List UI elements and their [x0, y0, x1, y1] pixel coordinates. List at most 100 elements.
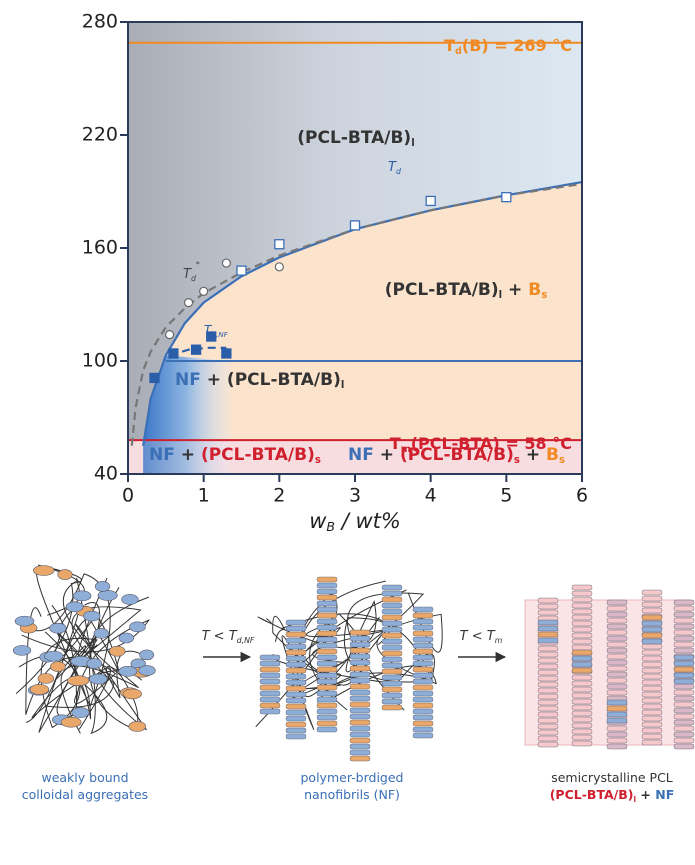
fibril-disc	[349, 629, 371, 636]
text-part: +	[175, 445, 201, 465]
fibril-disc	[673, 725, 695, 732]
fibril-disc	[259, 696, 281, 703]
polymer-chain	[74, 596, 149, 731]
annotation: NF + (PCL-BTA/B)s + Bs	[348, 445, 565, 466]
fibril-disc	[349, 707, 371, 714]
point	[199, 286, 209, 296]
fibril-disc	[412, 630, 434, 637]
aggregate	[108, 645, 126, 657]
x-tick-label: 5	[500, 485, 512, 507]
fibril-disc	[316, 654, 338, 661]
aggregate	[14, 615, 35, 627]
fibril-disc	[537, 669, 559, 676]
fibril-disc	[316, 660, 338, 667]
fibril-disc	[571, 626, 593, 633]
polymer-chain	[76, 577, 111, 735]
fibril-disc	[316, 678, 338, 685]
fibril-disc	[412, 648, 434, 655]
fibril-disc	[285, 697, 307, 704]
fibril-disc	[641, 733, 663, 740]
fibril-disc	[285, 703, 307, 710]
caption: (PCL-BTA/B)l + NF	[550, 787, 675, 805]
fibril-disc	[412, 666, 434, 673]
fibril-disc	[606, 689, 628, 696]
fibril-disc	[349, 713, 371, 720]
fibril-disc	[537, 597, 559, 604]
fibril-disc	[606, 731, 628, 738]
x-tick-label: 2	[273, 485, 285, 507]
fibril-disc	[641, 703, 663, 710]
fibril-disc	[571, 614, 593, 621]
fibril-disc	[641, 673, 663, 680]
fibril-disc	[316, 582, 338, 589]
y-tick-label: 40	[94, 463, 118, 485]
polymer-chain	[257, 599, 382, 673]
fibril-disc	[537, 631, 559, 638]
fibril-disc	[571, 740, 593, 747]
text-part: +	[520, 445, 546, 465]
fibril-disc	[381, 590, 403, 597]
text-part: (PCL-BTA/B)	[297, 128, 411, 148]
fibril-disc	[285, 673, 307, 680]
aggregate	[71, 707, 90, 718]
annotation: (PCL-BTA/B)l + Bs	[385, 280, 548, 301]
fibril-disc	[381, 686, 403, 693]
fibril-disc	[259, 690, 281, 697]
y-tick-label: 100	[82, 350, 118, 372]
aggregate	[83, 610, 101, 622]
fibril-disc	[571, 632, 593, 639]
fibril-disc	[673, 683, 695, 690]
fibril-disc	[381, 620, 403, 627]
fibril-disc	[641, 721, 663, 728]
fibril-disc	[412, 606, 434, 613]
fibril-disc	[571, 584, 593, 591]
text-part: (PCL-BTA/B)	[385, 280, 499, 300]
aggregate	[72, 590, 92, 602]
fibril-disc	[641, 667, 663, 674]
fibril-disc	[571, 638, 593, 645]
text-part: weakly bound	[41, 770, 128, 785]
x-axis-label: wB / wt%	[309, 509, 401, 534]
fibril-disc	[412, 642, 434, 649]
x-tick-label: 3	[349, 485, 361, 507]
fibril-disc	[537, 637, 559, 644]
point	[221, 258, 231, 268]
fibril-disc	[537, 657, 559, 664]
fibril-disc	[316, 576, 338, 583]
fibril-disc	[673, 731, 695, 738]
fibril-disc	[537, 705, 559, 712]
fibril-disc	[537, 717, 559, 724]
fibril-disc	[641, 626, 663, 633]
fibril-disc	[316, 630, 338, 637]
aggregate	[97, 590, 118, 601]
fibril-disc	[537, 619, 559, 626]
fibril-disc	[537, 741, 559, 748]
aggregate	[138, 665, 156, 676]
fibril-disc	[641, 691, 663, 698]
fibril-disc	[641, 715, 663, 722]
x-tick-label: 6	[576, 485, 588, 507]
fibril-disc	[571, 661, 593, 668]
aggregate	[60, 716, 82, 728]
aggregate	[93, 628, 109, 639]
annotation: NF + (PCL-BTA/B)l	[175, 370, 344, 391]
fibril-disc	[537, 651, 559, 658]
point	[165, 330, 175, 340]
text-part: (B) = 269 °C	[462, 36, 572, 55]
fibril-disc	[571, 716, 593, 723]
text-part: w	[309, 509, 327, 533]
text-part: NF	[175, 370, 201, 390]
fibril-disc	[381, 584, 403, 591]
subscript: d,NF	[237, 636, 255, 645]
text-part: +	[502, 280, 528, 300]
text-part: T	[390, 434, 401, 453]
text-part: B	[528, 280, 541, 300]
fibril-disc	[606, 705, 628, 712]
fibril-disc	[316, 600, 338, 607]
fibril-disc	[349, 671, 371, 678]
polymer-chain	[60, 650, 152, 734]
text-part: NF	[378, 787, 395, 802]
text-part: (PCL-BTA/B)	[550, 787, 634, 802]
aggregate	[94, 581, 111, 592]
